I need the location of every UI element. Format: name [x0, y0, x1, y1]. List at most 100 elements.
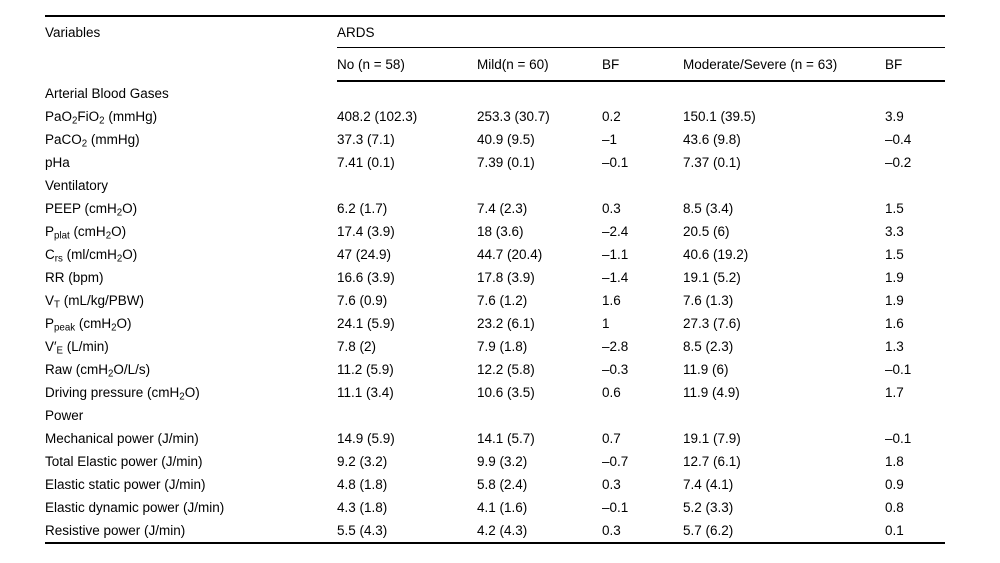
cell-value: 1.3 — [885, 339, 904, 354]
cell-value: 4.2 (4.3) — [477, 519, 602, 544]
row-label: pHa — [45, 155, 70, 170]
cell-value: 7.37 (0.1) — [683, 155, 741, 170]
cell-value: –0.1 — [885, 431, 912, 446]
table-row: PaCO2 (mmHg) 37.3 (7.1) 40.9 (9.5) –1 43.6 (… — [45, 128, 945, 151]
row-label: Total Elastic power (J/min) — [45, 454, 203, 469]
cell-value: 5.7 (6.2) — [683, 519, 885, 544]
table-row: PaO2FiO2 (mmHg) 408.2 (102.3) 253.3 (30.7)… — [45, 105, 945, 128]
section-title: Arterial Blood Gases — [45, 86, 169, 101]
col-header-bf-1: BF — [602, 47, 683, 82]
cell-value: 14.9 (5.9) — [337, 431, 395, 446]
cell-value: 3.3 — [885, 224, 904, 239]
cell-value: 0.2 — [602, 109, 621, 124]
cell-value: 47 (24.9) — [337, 247, 392, 262]
cell-value: 1.6 — [885, 316, 904, 331]
cell-value: 10.6 (3.5) — [477, 385, 535, 400]
header-row-group: Variables ARDS — [45, 15, 946, 48]
table-row: Driving pressure (cmH2O) 11.1 (3.4) 10.6 (… — [45, 381, 945, 404]
cell-value: –1.4 — [602, 270, 629, 285]
ards-variables-table: Variables ARDS No (n = 58) Mild(n = 60) … — [45, 15, 946, 544]
table-row: Elastic dynamic power (J/min) 4.3 (1.8) 4.… — [45, 496, 945, 519]
table-row: V′E (L/min) 7.8 (2) 7.9 (1.8) –2.8 8.5 (2.3)… — [45, 335, 945, 358]
cell-value: 0.8 — [885, 500, 904, 515]
cell-value: –0.3 — [602, 362, 629, 377]
table-body: Arterial Blood Gases PaO2FiO2 (mmHg) 408.2… — [45, 81, 946, 544]
cell-value: –2.8 — [602, 339, 629, 354]
row-label: VT (mL/kg/PBW) — [45, 293, 144, 311]
cell-value: 0.9 — [885, 477, 904, 492]
row-label: Resistive power (J/min) — [45, 519, 337, 544]
section-row: Power — [45, 404, 945, 427]
cell-value: 7.9 (1.8) — [477, 339, 528, 354]
cell-value: 43.6 (9.8) — [683, 132, 741, 147]
cell-value: –2.4 — [602, 224, 629, 239]
row-label: Elastic static power (J/min) — [45, 477, 206, 492]
paper-table-figure: Variables ARDS No (n = 58) Mild(n = 60) … — [45, 15, 946, 544]
cell-value: 11.9 (6) — [683, 362, 729, 377]
cell-value: –1.1 — [602, 247, 629, 262]
cell-value: 17.8 (3.9) — [477, 270, 535, 285]
cell-value: 1.5 — [885, 247, 904, 262]
cell-value: 7.39 (0.1) — [477, 155, 535, 170]
section-title: Power — [45, 408, 84, 423]
row-label: PEEP (cmH2O) — [45, 201, 138, 219]
cell-value: 19.1 (5.2) — [683, 270, 741, 285]
cell-value: 12.7 (6.1) — [683, 454, 741, 469]
col-header-moderate-severe: Moderate/Severe (n = 63) — [683, 47, 885, 82]
table-row: Crs (ml/cmH2O) 47 (24.9) 44.7 (20.4) –1.1 40… — [45, 243, 945, 266]
cell-value: –0.4 — [885, 132, 912, 147]
row-label: Crs (ml/cmH2O) — [45, 247, 138, 265]
cell-value: 5.8 (2.4) — [477, 477, 528, 492]
col-header-no: No (n = 58) — [337, 47, 477, 82]
cell-value: 408.2 (102.3) — [337, 109, 418, 124]
cell-value: 0.1 — [885, 519, 946, 544]
cell-value: 6.2 (1.7) — [337, 201, 388, 216]
row-label: V′E (L/min) — [45, 339, 109, 357]
table-row: VT (mL/kg/PBW) 7.6 (0.9) 7.6 (1.2) 1.6 7.6 (… — [45, 289, 945, 312]
cell-value: 8.5 (3.4) — [683, 201, 734, 216]
row-label: Mechanical power (J/min) — [45, 431, 199, 446]
table-row: Mechanical power (J/min) 14.9 (5.9) 14.1 (… — [45, 427, 945, 450]
row-label: PaO2FiO2 (mmHg) — [45, 109, 158, 127]
cell-value: 7.6 (1.3) — [683, 293, 734, 308]
cell-value: 7.41 (0.1) — [337, 155, 395, 170]
cell-value: 150.1 (39.5) — [683, 109, 756, 124]
cell-value: 1.9 — [885, 293, 904, 308]
cell-value: 40.6 (19.2) — [683, 247, 749, 262]
cell-value: 0.7 — [602, 431, 621, 446]
cell-value: 1.8 — [885, 454, 904, 469]
cell-value: 9.2 (3.2) — [337, 454, 388, 469]
cell-value: –0.1 — [885, 362, 912, 377]
cell-value: 7.4 (4.1) — [683, 477, 734, 492]
cell-value: 1 — [602, 316, 610, 331]
col-header-bf-2: BF — [885, 47, 946, 82]
cell-value: 16.6 (3.9) — [337, 270, 395, 285]
cell-value: 7.6 (1.2) — [477, 293, 528, 308]
table-row: RR (bpm) 16.6 (3.9) 17.8 (3.9) –1.4 19.1 (5.… — [45, 266, 945, 289]
cell-value: 0.3 — [602, 519, 683, 544]
header-row-columns: No (n = 58) Mild(n = 60) BF Moderate/Sev… — [45, 47, 946, 82]
row-label: Elastic dynamic power (J/min) — [45, 500, 225, 515]
table-row: Total Elastic power (J/min) 9.2 (3.2) 9.9 … — [45, 450, 945, 473]
cell-value: 4.8 (1.8) — [337, 477, 388, 492]
table-row: Ppeak (cmH2O) 24.1 (5.9) 23.2 (6.1) 1 27.3 (… — [45, 312, 945, 335]
cell-value: 11.9 (4.9) — [683, 385, 740, 400]
cell-value: 3.9 — [885, 109, 904, 124]
group-header-ards: ARDS — [337, 15, 946, 48]
cell-value: 1.5 — [885, 201, 904, 216]
section-title: Ventilatory — [45, 178, 109, 193]
cell-value: 5.2 (3.3) — [683, 500, 734, 515]
cell-value: 40.9 (9.5) — [477, 132, 535, 147]
cell-value: 23.2 (6.1) — [477, 316, 535, 331]
table-row: pHa 7.41 (0.1) 7.39 (0.1) –0.1 7.37 (0.1) –0.… — [45, 151, 945, 174]
cell-value: 37.3 (7.1) — [337, 132, 395, 147]
cell-value: 11.2 (5.9) — [337, 362, 394, 377]
cell-value: 253.3 (30.7) — [477, 109, 550, 124]
cell-value: –0.1 — [602, 500, 629, 515]
table-row: Raw (cmH2O/L/s) 11.2 (5.9) 12.2 (5.8) –0.3 1… — [45, 358, 945, 381]
cell-value: 1.6 — [602, 293, 621, 308]
variables-header: Variables — [45, 15, 337, 48]
row-label: Pplat (cmH2O) — [45, 224, 127, 242]
row-label: RR (bpm) — [45, 270, 104, 285]
cell-value: 17.4 (3.9) — [337, 224, 395, 239]
